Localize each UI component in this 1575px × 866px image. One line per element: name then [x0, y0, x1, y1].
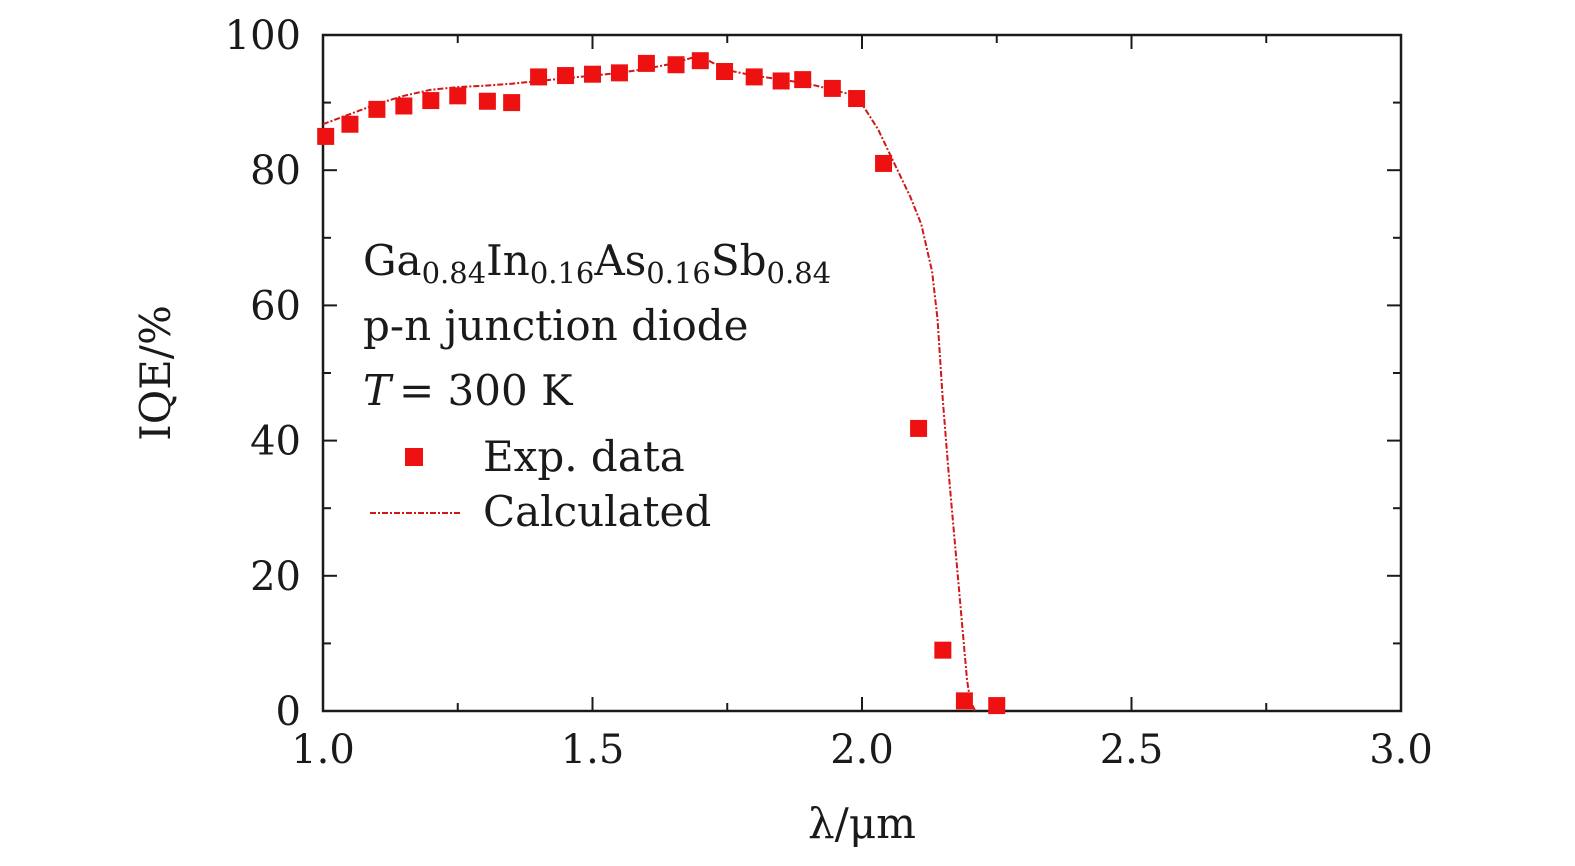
x-tick-label: 1.5 — [561, 727, 625, 773]
x-tick-label: 1.0 — [291, 727, 355, 773]
exp-data-point — [988, 697, 1006, 715]
legend: Exp. data Calculated — [370, 432, 711, 536]
legend-calc-label: Calculated — [483, 487, 711, 536]
exp-data-point — [875, 154, 893, 172]
exp-data-point — [341, 115, 359, 133]
exp-data-point — [794, 71, 812, 89]
exp-data-point — [745, 68, 763, 86]
exp-data-point — [584, 65, 601, 83]
y-tick-label: 0 — [276, 689, 301, 735]
x-tick-label: 2.0 — [830, 727, 894, 773]
y-tick-label: 60 — [250, 283, 301, 329]
exp-data-point — [910, 419, 928, 437]
exp-data-point — [449, 87, 467, 105]
exp-data-point — [395, 97, 413, 115]
exp-data-point — [530, 68, 548, 86]
y-tick-label: 100 — [225, 13, 301, 59]
exp-data-point — [422, 92, 440, 110]
y-tick-label: 80 — [250, 148, 301, 194]
y-axis-label: IQE/% — [131, 305, 180, 441]
exp-data-point — [667, 56, 685, 74]
exp-data-point — [848, 90, 866, 108]
exp-data-point — [557, 67, 575, 85]
exp-data-point — [368, 100, 386, 118]
exp-data-point — [610, 64, 628, 82]
device-label: p-n junction diode — [363, 301, 748, 350]
legend-exp-label: Exp. data — [483, 432, 685, 481]
exp-data-point — [955, 692, 973, 710]
composition-label: Ga0.84In0.16As0.16Sb0.84 — [363, 236, 831, 290]
exp-data-point — [503, 94, 521, 112]
exp-data-point — [823, 79, 841, 97]
annotation: Ga0.84In0.16As0.16Sb0.84 p-n junction di… — [363, 236, 831, 415]
x-axis-label: λ/μm — [808, 799, 916, 848]
axis-tick-labels: 1.0 1.5 2.0 2.5 3.0 0 20 40 60 80 100 — [225, 13, 1433, 773]
y-tick-label: 20 — [250, 554, 301, 600]
exp-data-point — [317, 127, 335, 145]
x-tick-label: 2.5 — [1100, 727, 1164, 773]
exp-data-point — [691, 52, 709, 70]
x-tick-label: 3.0 — [1369, 727, 1433, 773]
axis-ticks — [322, 34, 1402, 712]
y-tick-label: 40 — [250, 419, 301, 465]
exp-data-points — [317, 52, 1006, 715]
exp-data-point — [478, 92, 496, 110]
temperature-label: T = 300 K — [363, 366, 574, 415]
legend-exp-marker — [405, 448, 423, 466]
exp-data-point — [637, 54, 655, 72]
exp-data-point — [716, 63, 734, 81]
exp-data-point — [772, 72, 790, 90]
exp-data-point — [934, 641, 952, 659]
